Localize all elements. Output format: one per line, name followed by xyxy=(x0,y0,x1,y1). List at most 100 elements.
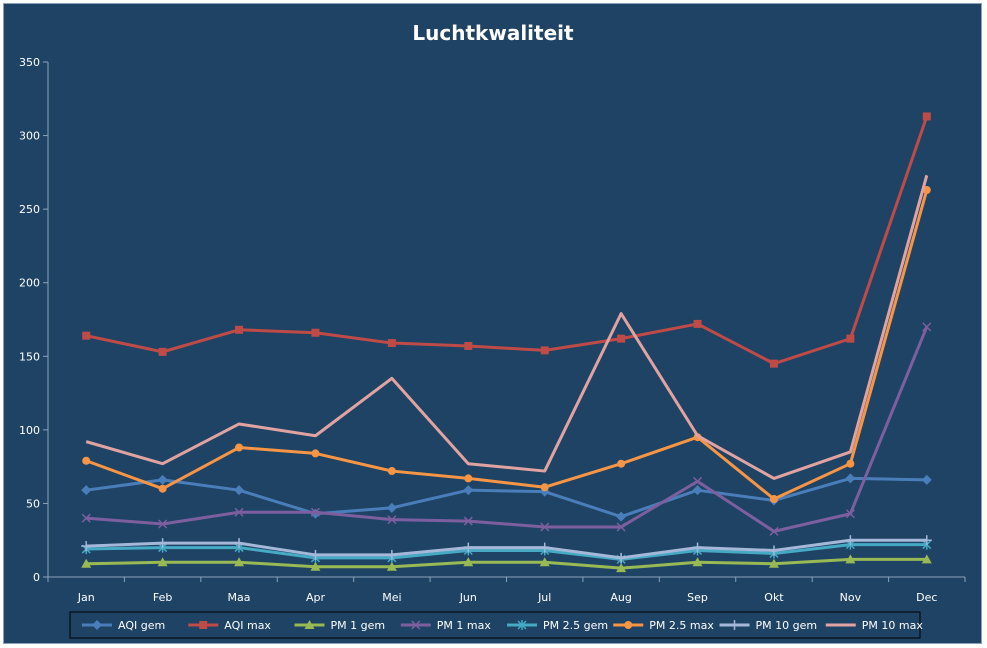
data-point-pm-1-gem xyxy=(310,561,321,571)
data-point-pm-1-gem xyxy=(692,557,703,567)
marker-stroke xyxy=(463,516,473,526)
y-tick-label: 0 xyxy=(33,571,40,584)
legend: AQI gem AQI max PM 1 gem PM 1 max PM 2.5 gem… xyxy=(69,611,924,639)
data-point-pm-1-max xyxy=(234,507,244,517)
series-line-pm-2-5-max xyxy=(85,189,929,501)
x-tick-label: Feb xyxy=(153,591,172,604)
data-point-pm-10-gem xyxy=(768,545,779,556)
data-point-aqi-max xyxy=(82,331,91,340)
data-point-pm-10-gem xyxy=(539,542,550,553)
data-point-aqi-max xyxy=(387,339,396,348)
y-tick-label: 150 xyxy=(19,350,40,363)
x-tick-label: Sep xyxy=(687,591,708,604)
data-point-pm-1-max xyxy=(540,522,550,532)
legend-label: AQI gem xyxy=(118,619,165,632)
series-pm-10-max xyxy=(85,174,929,480)
data-point-pm-1-gem xyxy=(616,563,627,573)
data-point-aqi-max xyxy=(540,346,549,355)
data-point-aqi-max xyxy=(769,359,778,368)
legend-item-pm-2-5-max: PM 2.5 max xyxy=(613,619,714,632)
data-point-pm-2-5-max xyxy=(158,484,167,493)
data-point-pm-2-5-max xyxy=(387,467,396,476)
legend-label: AQI max xyxy=(224,619,271,632)
data-point-aqi-max xyxy=(158,347,167,356)
legend-swatch-marker xyxy=(199,621,208,629)
marker-stroke xyxy=(310,507,320,517)
data-point-pm-10-gem xyxy=(234,538,245,549)
data-point-pm-1-max xyxy=(310,507,320,517)
data-point-pm-1-gem xyxy=(157,557,168,567)
legend-label: PM 2.5 max xyxy=(649,619,714,632)
x-tick-label: Maa xyxy=(228,591,251,604)
data-point-aqi-max xyxy=(235,325,244,334)
data-point-pm-1-gem xyxy=(539,557,550,567)
legend-item-pm-2-5-gem: PM 2.5 gem xyxy=(507,619,608,632)
data-point-pm-1-max xyxy=(769,526,779,536)
legend-item-pm-1-max: PM 1 max xyxy=(400,619,491,632)
marker-stroke xyxy=(540,522,550,532)
legend-item-aqi-gem: AQI gem xyxy=(82,619,165,632)
marker-stroke xyxy=(769,526,779,536)
legend-item-pm-1-gem: PM 1 gem xyxy=(294,619,386,632)
series-line-aqi-gem xyxy=(86,476,927,519)
data-point-pm-1-gem xyxy=(234,557,245,567)
legend-label: PM 10 max xyxy=(862,619,924,632)
x-tick-label: Jun xyxy=(459,591,477,604)
x-tick-label: Aug xyxy=(610,591,631,604)
data-point-pm-1-max xyxy=(463,516,473,526)
y-tick-label: 250 xyxy=(19,203,40,216)
x-tick-label: Dec xyxy=(916,591,937,604)
x-tick-label: Jul xyxy=(537,591,551,604)
legend-swatch-marker xyxy=(304,620,315,629)
data-point-pm-2-5-max xyxy=(311,449,320,458)
legend-swatch-marker xyxy=(517,620,527,630)
data-point-pm-10-gem xyxy=(81,541,92,552)
data-point-pm-1-max xyxy=(158,519,168,529)
data-point-aqi-max xyxy=(693,319,702,328)
marker-stroke xyxy=(81,513,91,523)
data-point-aqi-gem xyxy=(157,474,168,485)
marker-stroke xyxy=(845,509,855,519)
y-tick-label: 350 xyxy=(19,56,40,69)
data-point-pm-1-max xyxy=(922,322,932,332)
legend-label: PM 2.5 gem xyxy=(543,619,608,632)
x-tick-label: Jan xyxy=(77,591,95,604)
marker-stroke xyxy=(234,507,244,517)
data-point-aqi-max xyxy=(311,328,320,337)
data-point-pm-1-max xyxy=(845,509,855,519)
series-pm-10-gem xyxy=(81,535,932,563)
data-point-pm-2-5-max xyxy=(235,443,244,452)
data-point-aqi-gem xyxy=(692,485,703,496)
series-line-pm-2-5-gem xyxy=(86,543,927,561)
x-tick-label: Okt xyxy=(764,591,784,604)
marker-stroke xyxy=(387,515,397,525)
data-point-pm-1-gem xyxy=(768,558,779,568)
y-tick-label: 50 xyxy=(26,497,40,510)
data-point-aqi-max xyxy=(464,341,473,350)
axes: 0 50 100 150 200 250 300 350 Jan Feb Maa Apr Mei Jun J… xyxy=(19,56,966,604)
data-point-pm-2-5-max xyxy=(464,474,473,483)
data-point-pm-10-gem xyxy=(921,535,932,546)
legend-item-pm-10-max: PM 10 max xyxy=(825,619,924,632)
y-tick-label: 200 xyxy=(19,277,40,290)
marker-stroke xyxy=(922,322,932,332)
data-point-pm-2-5-max xyxy=(540,483,549,492)
legend-label: PM 1 gem xyxy=(331,619,386,632)
data-point-aqi-max xyxy=(922,112,931,121)
data-point-aqi-gem xyxy=(463,485,474,496)
series-layer xyxy=(81,112,932,573)
data-point-pm-1-gem xyxy=(463,557,474,567)
series-line-pm-10-max xyxy=(85,174,929,480)
data-point-pm-10-gem xyxy=(692,542,703,553)
data-point-pm-10-gem xyxy=(616,552,627,563)
marker-stroke xyxy=(693,476,703,486)
legend-label: PM 10 gem xyxy=(756,619,818,632)
data-point-aqi-gem xyxy=(616,511,627,522)
series-line-pm-1-gem xyxy=(86,557,927,570)
legend-swatch-marker xyxy=(729,620,740,630)
line-chart: Luchtkwaliteit 0 50 100 150 200 250 300 350 Jan F… xyxy=(19,21,966,639)
data-point-pm-2-5-max xyxy=(617,459,626,468)
marker-stroke xyxy=(158,519,168,529)
x-tick-label: Apr xyxy=(306,591,326,604)
y-tick-label: 300 xyxy=(19,130,40,143)
